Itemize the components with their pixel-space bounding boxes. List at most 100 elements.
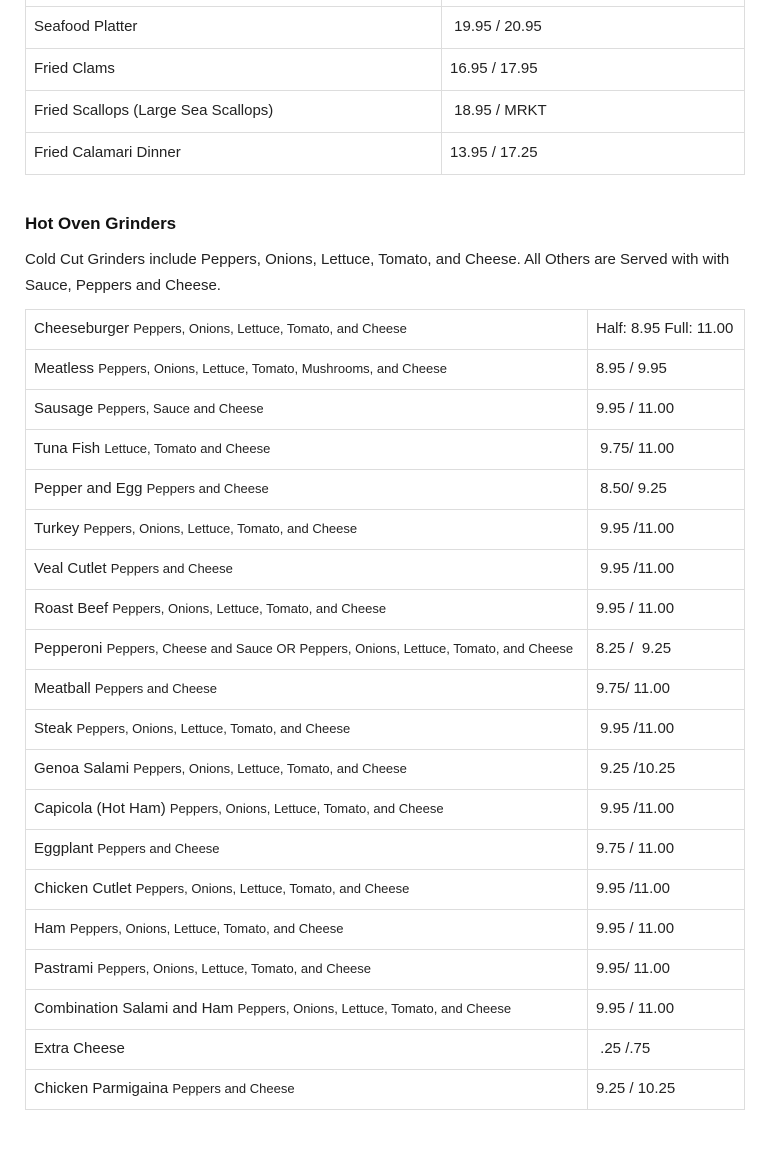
- grinders-table: Cheeseburger Peppers, Onions, Lettuce, T…: [25, 309, 745, 1110]
- menu-item-description: Peppers, Onions, Lettuce, Tomato, and Ch…: [83, 521, 358, 536]
- menu-item-price: 9.95 /11.00: [587, 509, 745, 550]
- menu-item-name: Ham: [34, 920, 66, 937]
- menu-item-cell: Meatless Peppers, Onions, Lettuce, Tomat…: [25, 349, 588, 390]
- table-row: Chicken Cutlet Peppers, Onions, Lettuce,…: [25, 869, 745, 910]
- menu-item-name: Pastrami: [34, 960, 94, 977]
- menu-item-name: Extra Cheese: [34, 1040, 125, 1057]
- menu-item-description: Peppers, Onions, Lettuce, Tomato, and Ch…: [237, 1001, 512, 1016]
- menu-item-cell: Chicken Cutlet Peppers, Onions, Lettuce,…: [25, 869, 588, 910]
- menu-item-description: Peppers, Onions, Lettuce, Tomato, and Ch…: [135, 881, 410, 896]
- menu-item-name: Capicola (Hot Ham): [34, 800, 166, 817]
- menu-item-cell: Combination Salami and Ham Peppers, Onio…: [25, 989, 588, 1030]
- menu-item-cell: Genoa Salami Peppers, Onions, Lettuce, T…: [25, 749, 588, 790]
- table-row: Fried Calamari Dinner 13.95 / 17.25: [25, 132, 745, 175]
- menu-item-description: Lettuce, Tomato and Cheese: [104, 441, 271, 456]
- seafood-table: Seafood Platter 19.95 / 20.95 Fried Clams…: [25, 0, 745, 175]
- menu-item-name: Combination Salami and Ham: [34, 1000, 234, 1017]
- menu-item-name: Fried Clams: [25, 48, 442, 91]
- table-row: Fried Clams 16.95 / 17.95: [25, 48, 745, 91]
- menu-item-price: 9.75/ 11.00: [587, 669, 745, 710]
- table-row: Roast Beef Peppers, Onions, Lettuce, Tom…: [25, 589, 745, 630]
- menu-item-description: Peppers, Onions, Lettuce, Tomato, and Ch…: [133, 321, 407, 336]
- menu-item-name: Pepper and Egg: [34, 480, 143, 497]
- menu-item-price: 9.95 / 11.00: [587, 589, 745, 630]
- menu-item-price: 13.95 / 17.25: [441, 132, 745, 175]
- menu-item-name: Veal Cutlet: [34, 560, 107, 577]
- table-row: Steak Peppers, Onions, Lettuce, Tomato, …: [25, 709, 745, 750]
- menu-item-cell: Pastrami Peppers, Onions, Lettuce, Tomat…: [25, 949, 588, 990]
- menu-item-description: Peppers and Cheese: [110, 561, 233, 576]
- table-row: Sausage Peppers, Sauce and Cheese 9.95 / …: [25, 389, 745, 430]
- menu-item-description: Peppers, Onions, Lettuce, Tomato, Mushro…: [98, 361, 447, 376]
- menu-item-price: 19.95 / 20.95: [441, 6, 745, 49]
- menu-item-cell: Meatball Peppers and Cheese: [25, 669, 588, 710]
- menu-item-name: Genoa Salami: [34, 760, 130, 777]
- table-row: Pepperoni Peppers, Cheese and Sauce OR P…: [25, 629, 745, 670]
- menu-item-description: Peppers, Onions, Lettuce, Tomato, and Ch…: [169, 801, 444, 816]
- table-row: Cheeseburger Peppers, Onions, Lettuce, T…: [25, 309, 745, 350]
- menu-item-cell: Pepper and Egg Peppers and Cheese: [25, 469, 588, 510]
- menu-item-name: Steak: [34, 720, 73, 737]
- menu-item-name: Fried Scallops (Large Sea Scallops): [25, 90, 442, 133]
- table-row: Chicken Parmigaina Peppers and Cheese 9.2…: [25, 1069, 745, 1110]
- menu-item-description: Peppers, Onions, Lettuce, Tomato, and Ch…: [97, 961, 372, 976]
- menu-item-description: Peppers, Onions, Lettuce, Tomato, and Ch…: [112, 601, 387, 616]
- table-row: Veal Cutlet Peppers and Cheese 9.95 /11.…: [25, 549, 745, 590]
- menu-item-cell: Capicola (Hot Ham) Peppers, Onions, Lett…: [25, 789, 588, 830]
- menu-item-name: Fried Calamari Dinner: [25, 132, 442, 175]
- table-row: Pastrami Peppers, Onions, Lettuce, Tomat…: [25, 949, 745, 990]
- menu-item-name: Chicken Cutlet: [34, 880, 132, 897]
- menu-item-price: 8.95 / 9.95: [587, 349, 745, 390]
- table-row: Meatless Peppers, Onions, Lettuce, Tomat…: [25, 349, 745, 390]
- table-row: Ham Peppers, Onions, Lettuce, Tomato, an…: [25, 909, 745, 950]
- menu-item-price: 9.95 / 11.00: [587, 989, 745, 1030]
- menu-item-price: 9.75 / 11.00: [587, 829, 745, 870]
- menu-item-price: 8.25 / 9.25: [587, 629, 745, 670]
- table-row: Eggplant Peppers and Cheese 9.75 / 11.00: [25, 829, 745, 870]
- menu-item-name: Seafood Platter: [25, 6, 442, 49]
- section-title: Hot Oven Grinders: [25, 214, 177, 233]
- menu-item-name: Sausage: [34, 400, 94, 417]
- menu-item-cell: Eggplant Peppers and Cheese: [25, 829, 588, 870]
- table-row: Seafood Platter 19.95 / 20.95: [25, 6, 745, 49]
- menu-item-price: .25 /.75: [587, 1029, 745, 1070]
- table-row: Pepper and Egg Peppers and Cheese 8.50/ …: [25, 469, 745, 510]
- menu-item-description: Peppers, Onions, Lettuce, Tomato, and Ch…: [76, 721, 351, 736]
- table-row: Extra Cheese .25 /.75: [25, 1029, 745, 1070]
- menu-item-description: Peppers, Cheese and Sauce OR Peppers, On…: [106, 641, 574, 656]
- menu-item-price: 9.95 / 11.00: [587, 909, 745, 950]
- table-row: Tuna Fish Lettuce, Tomato and Cheese 9.7…: [25, 429, 745, 470]
- menu-item-description: Peppers, Onions, Lettuce, Tomato, and Ch…: [69, 921, 344, 936]
- menu-item-description: Peppers and Cheese: [94, 681, 218, 696]
- menu-item-cell: Chicken Parmigaina Peppers and Cheese: [25, 1069, 588, 1110]
- menu-item-name: Meatless: [34, 360, 95, 377]
- table-row: Genoa Salami Peppers, Onions, Lettuce, T…: [25, 749, 745, 790]
- menu-item-price: Half: 8.95 Full: 11.00: [587, 309, 745, 350]
- section-intro: Cold Cut Grinders include Peppers, Onion…: [25, 251, 730, 294]
- menu-item-name: Pepperoni: [34, 640, 103, 657]
- menu-item-description: Peppers and Cheese: [172, 1081, 295, 1096]
- menu-item-cell: Steak Peppers, Onions, Lettuce, Tomato, …: [25, 709, 588, 750]
- menu-item-cell: Tuna Fish Lettuce, Tomato and Cheese: [25, 429, 588, 470]
- menu-item-cell: Pepperoni Peppers, Cheese and Sauce OR P…: [25, 629, 588, 670]
- menu-item-price: 9.95 /11.00: [587, 869, 745, 910]
- menu-item-cell: Ham Peppers, Onions, Lettuce, Tomato, an…: [25, 909, 588, 950]
- table-row: Fried Scallops (Large Sea Scallops) 18.9…: [25, 90, 745, 133]
- table-row: Turkey Peppers, Onions, Lettuce, Tomato,…: [25, 509, 745, 550]
- menu-item-description: Peppers and Cheese: [146, 481, 269, 496]
- menu-item-name: Meatball: [34, 680, 91, 697]
- menu-item-price: 9.95/ 11.00: [587, 949, 745, 990]
- menu-item-price: 9.95 /11.00: [587, 549, 745, 590]
- menu-item-price: 9.25 / 10.25: [587, 1069, 745, 1110]
- menu-item-name: Roast Beef: [34, 600, 109, 617]
- menu-item-description: Peppers, Sauce and Cheese: [97, 401, 264, 416]
- menu-item-name: Eggplant: [34, 840, 94, 857]
- table-row: Capicola (Hot Ham) Peppers, Onions, Lett…: [25, 789, 745, 830]
- menu-item-price: 9.95 /11.00: [587, 789, 745, 830]
- menu-item-description: Peppers, Onions, Lettuce, Tomato, and Ch…: [133, 761, 407, 776]
- menu-item-price: 18.95 / MRKT: [441, 90, 745, 133]
- menu-item-name: Turkey: [34, 520, 80, 537]
- menu-item-cell: Cheeseburger Peppers, Onions, Lettuce, T…: [25, 309, 588, 350]
- menu-item-name: Tuna Fish: [34, 440, 101, 457]
- menu-item-name: Chicken Parmigaina: [34, 1080, 169, 1097]
